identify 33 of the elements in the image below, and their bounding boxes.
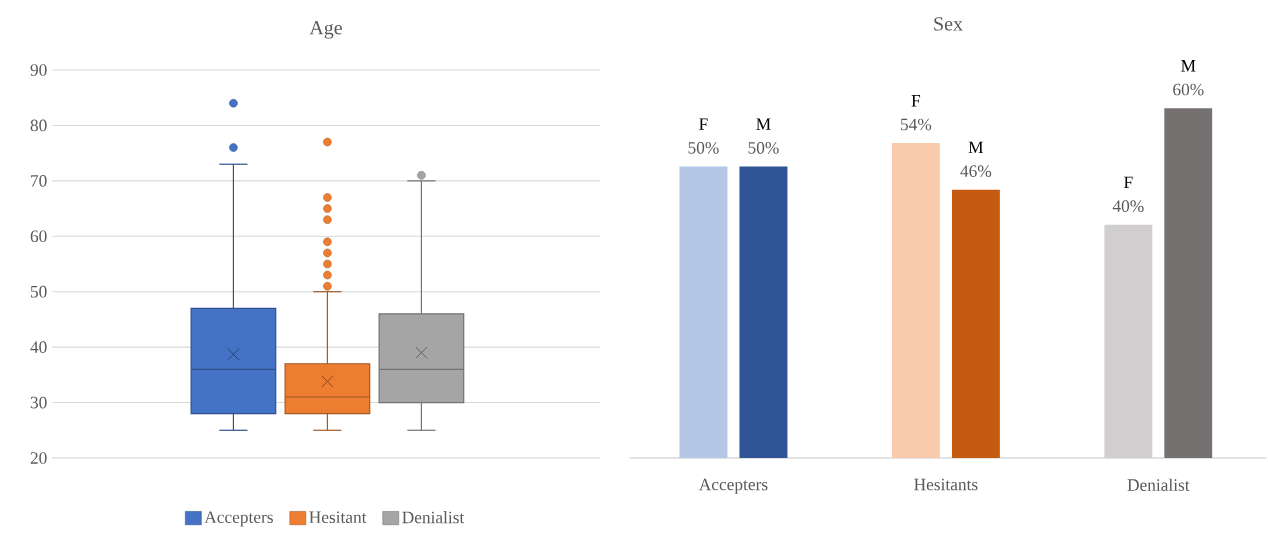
text: F <box>1124 176 1133 189</box>
bar <box>739 166 788 458</box>
data-label: 60% <box>1173 83 1204 96</box>
data-label: 46% <box>960 165 992 178</box>
chart-title: Age <box>309 21 342 39</box>
data-label: 54% <box>901 118 932 131</box>
y-tick-label: 40 <box>30 341 47 353</box>
y-tick-label: 70 <box>31 175 47 187</box>
data-label: 50% <box>748 141 779 154</box>
text: F <box>699 118 708 130</box>
x-tick-label: Accepters <box>698 478 768 494</box>
y-tick-label: 30 <box>30 396 47 409</box>
data-label: 50% <box>688 141 719 154</box>
text: M <box>756 118 771 130</box>
bar <box>1164 108 1213 458</box>
bar <box>679 166 728 458</box>
bar <box>891 143 940 458</box>
y-tick-label: 20 <box>30 452 47 464</box>
text: M <box>968 141 984 154</box>
text: F <box>911 95 921 107</box>
legend-label: Accepters <box>204 511 273 527</box>
bar <box>951 189 1000 458</box>
y-tick-label: 80 <box>30 119 47 132</box>
legend-label: Hesitant <box>309 511 367 524</box>
legend-label: Denialist <box>402 511 465 524</box>
chart-title: Sex <box>934 17 963 31</box>
x-tick-label: Hesitants <box>914 478 978 491</box>
data-label: 40% <box>1112 200 1144 213</box>
y-tick-label: 90 <box>30 64 47 76</box>
text: M <box>1181 60 1196 72</box>
y-tick-label: 60 <box>30 230 47 243</box>
x-tick-label: Denialist <box>1127 478 1190 491</box>
y-tick-label: 50 <box>30 285 47 298</box>
